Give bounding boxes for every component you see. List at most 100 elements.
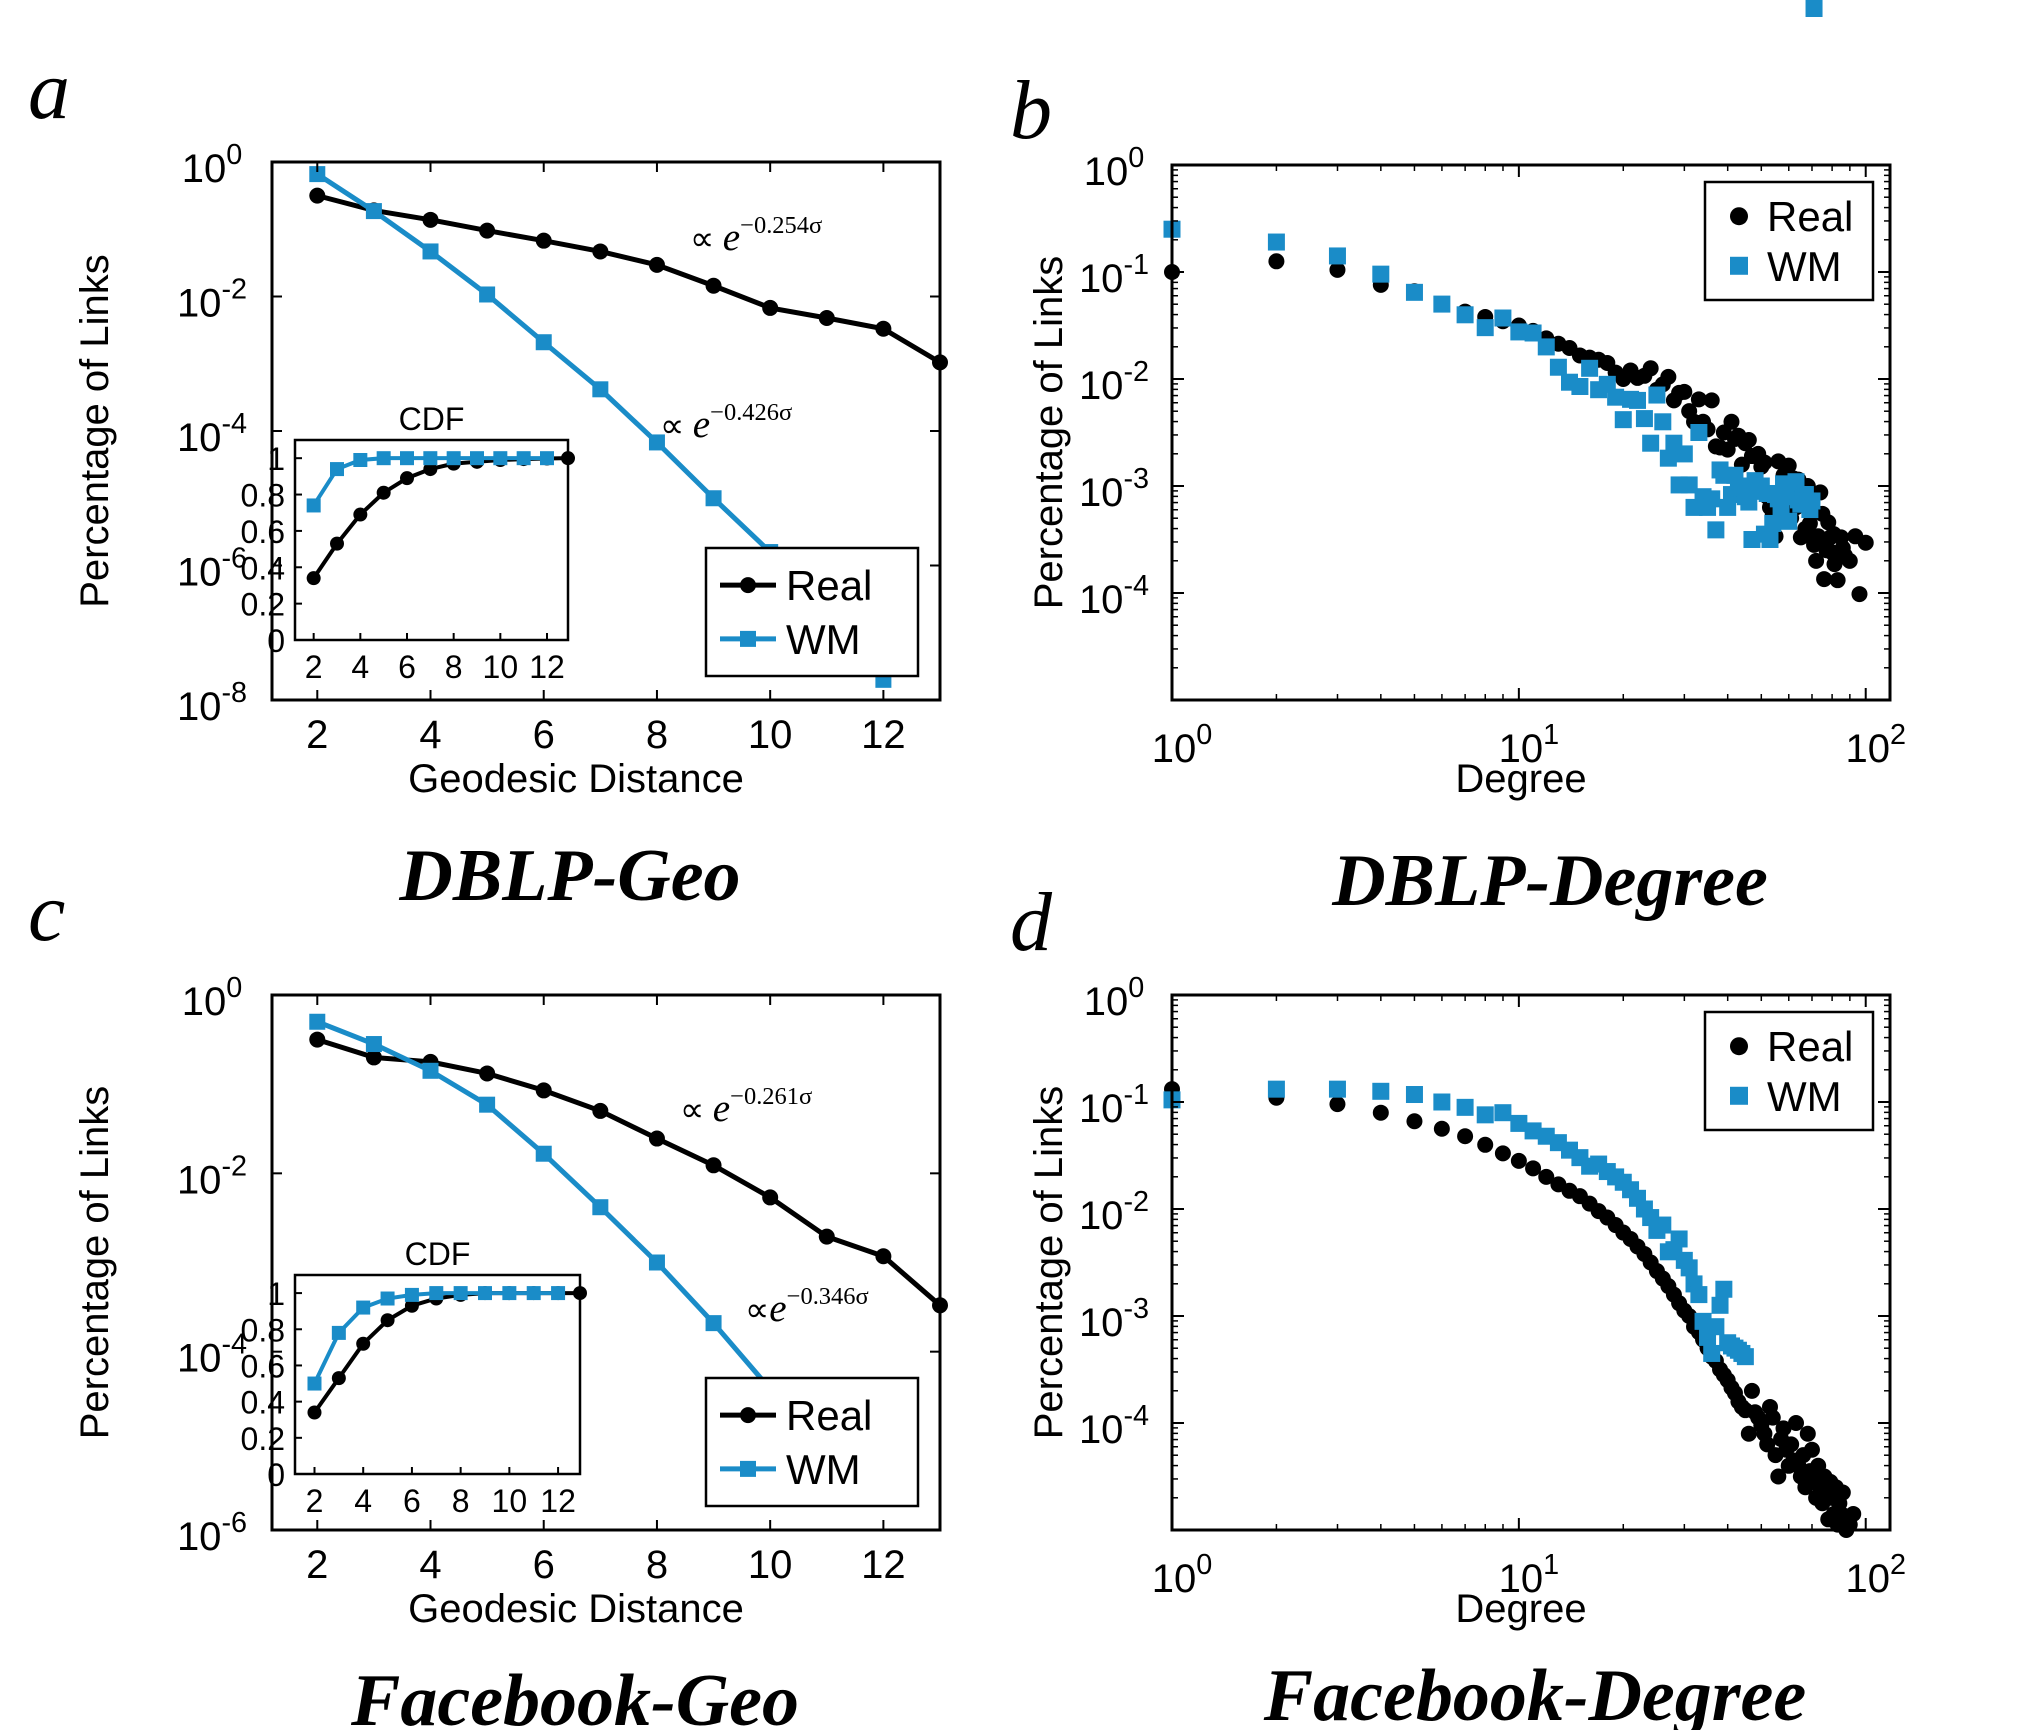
inset-point-wm xyxy=(353,453,368,467)
plot-frame xyxy=(1170,993,1892,1532)
point-real xyxy=(1660,368,1677,385)
fit-prefix: ∝ xyxy=(690,221,723,258)
inset-point-real xyxy=(307,1405,322,1420)
point-wm xyxy=(1707,1318,1725,1336)
y-tick-label-exponent: -4 xyxy=(1123,570,1149,602)
inset-y-tick-label: 1 xyxy=(267,1276,285,1312)
inset-y-tick-label: 0 xyxy=(267,623,285,659)
inset-point-wm xyxy=(331,1325,346,1340)
point-wm xyxy=(1494,1104,1512,1122)
point-real xyxy=(1801,515,1818,532)
y-tick-label: 10-1 xyxy=(1079,249,1149,301)
y-tick-label-base: 10 xyxy=(1084,980,1129,1024)
point-real xyxy=(1406,1113,1423,1130)
y-tick-label: 10-4 xyxy=(1079,570,1149,622)
point-wm xyxy=(1675,445,1693,463)
legend: Real WM xyxy=(704,1376,920,1508)
x-tick-label: 101 xyxy=(1499,1549,1560,1601)
y-tick-label-base: 10 xyxy=(182,147,227,191)
y-tick-label-exponent: -3 xyxy=(1123,1293,1149,1325)
inset-x-tick-label: 4 xyxy=(354,1483,372,1519)
y-tick-label: 10-6 xyxy=(177,543,247,595)
y-tick-label: 10-4 xyxy=(177,408,247,460)
point-real xyxy=(1808,552,1825,569)
point-real xyxy=(1847,528,1864,545)
inset-point-wm xyxy=(330,462,344,477)
fit-exponent: −0.346σ xyxy=(787,1283,869,1310)
x-tick-label: 8 xyxy=(646,713,668,757)
point-real xyxy=(1457,1128,1474,1145)
inset-point-wm xyxy=(307,1376,322,1391)
inset-y-tick-label: 0.2 xyxy=(241,1421,285,1457)
point-wm xyxy=(1635,410,1653,428)
point-wm xyxy=(1805,0,1823,17)
point-wm xyxy=(1690,424,1708,441)
point-wm xyxy=(1476,1106,1494,1124)
inset-y-tick-label: 0.4 xyxy=(241,1385,285,1421)
inset-x-tick-label: 8 xyxy=(452,1483,470,1519)
inset-point-real xyxy=(353,507,368,522)
y-tick-label: 10-3 xyxy=(1079,463,1149,515)
x-tick-label-exponent: 0 xyxy=(1196,1549,1212,1581)
point-real xyxy=(1829,572,1846,589)
point-wm xyxy=(1476,319,1494,337)
point-wm xyxy=(479,286,496,303)
point-wm xyxy=(309,1013,326,1030)
x-tick-label: 12 xyxy=(861,1543,906,1587)
legend-frame xyxy=(1703,1010,1875,1132)
fit-annotation: ∝ e−0.254σ xyxy=(690,212,822,259)
point-wm xyxy=(1614,411,1632,429)
point-wm xyxy=(1719,498,1737,516)
point-wm xyxy=(1537,338,1555,356)
fit-prefix: ∝ xyxy=(660,408,693,445)
point-real xyxy=(592,243,609,260)
fit-prefix: ∝ xyxy=(680,1092,713,1129)
point-real xyxy=(535,1082,552,1099)
y-axis-label: Percentage of Links xyxy=(73,254,117,608)
x-tick-label: 4 xyxy=(419,713,441,757)
y-tick-label-exponent: 0 xyxy=(1128,972,1144,1004)
y-tick-label-base: 10 xyxy=(1079,578,1124,622)
point-real xyxy=(1851,586,1868,603)
point-real xyxy=(875,1248,892,1265)
y-tick-label-exponent: -2 xyxy=(1123,356,1149,388)
x-tick-label: 4 xyxy=(419,1543,441,1587)
point-real xyxy=(1770,1468,1787,1485)
point-wm xyxy=(648,434,665,451)
y-axis-label: Percentage of Links xyxy=(1027,1086,1071,1440)
point-real xyxy=(1799,1425,1816,1442)
panel-d: 100 101 10210-410-310-210-1100DegreePercen… xyxy=(1027,972,1906,1631)
inset-cdf: 2 4 6 8 10 12 00.20.40.60.81 CDF xyxy=(241,401,575,685)
x-axis-label: Geodesic Distance xyxy=(408,757,744,801)
inset-point-real xyxy=(400,471,414,486)
inset-point-wm xyxy=(526,1286,541,1301)
point-wm xyxy=(592,1199,609,1216)
inset-y-tick-label: 1 xyxy=(267,441,285,477)
y-tick-label-exponent: 0 xyxy=(226,972,242,1004)
inset-x-tick-label: 8 xyxy=(445,649,463,685)
y-tick-label: 10-6 xyxy=(177,1507,247,1559)
point-real xyxy=(1268,253,1285,270)
point-wm xyxy=(648,1254,665,1271)
y-tick-label: 100 xyxy=(1084,972,1145,1024)
y-tick-label: 10-2 xyxy=(177,274,247,326)
y-tick-label-base: 10 xyxy=(182,980,227,1024)
x-tick-label: 100 xyxy=(1152,719,1213,771)
x-tick-label: 12 xyxy=(861,713,906,757)
point-real xyxy=(1783,1436,1800,1453)
x-tick-label: 101 xyxy=(1499,719,1560,771)
point-real xyxy=(1816,571,1833,588)
point-real xyxy=(1740,431,1757,448)
inset-point-real xyxy=(306,571,321,586)
point-wm xyxy=(1328,247,1346,265)
point-real xyxy=(1329,1096,1346,1113)
inset-point-wm xyxy=(478,1286,492,1301)
point-real xyxy=(1723,413,1740,430)
inset-point-wm xyxy=(429,1286,444,1301)
point-real xyxy=(648,256,665,273)
point-wm xyxy=(1654,413,1672,431)
y-tick-label-exponent: -3 xyxy=(1123,463,1149,495)
inset-point-wm xyxy=(404,1287,419,1302)
inset-x-tick-label: 6 xyxy=(398,649,416,685)
